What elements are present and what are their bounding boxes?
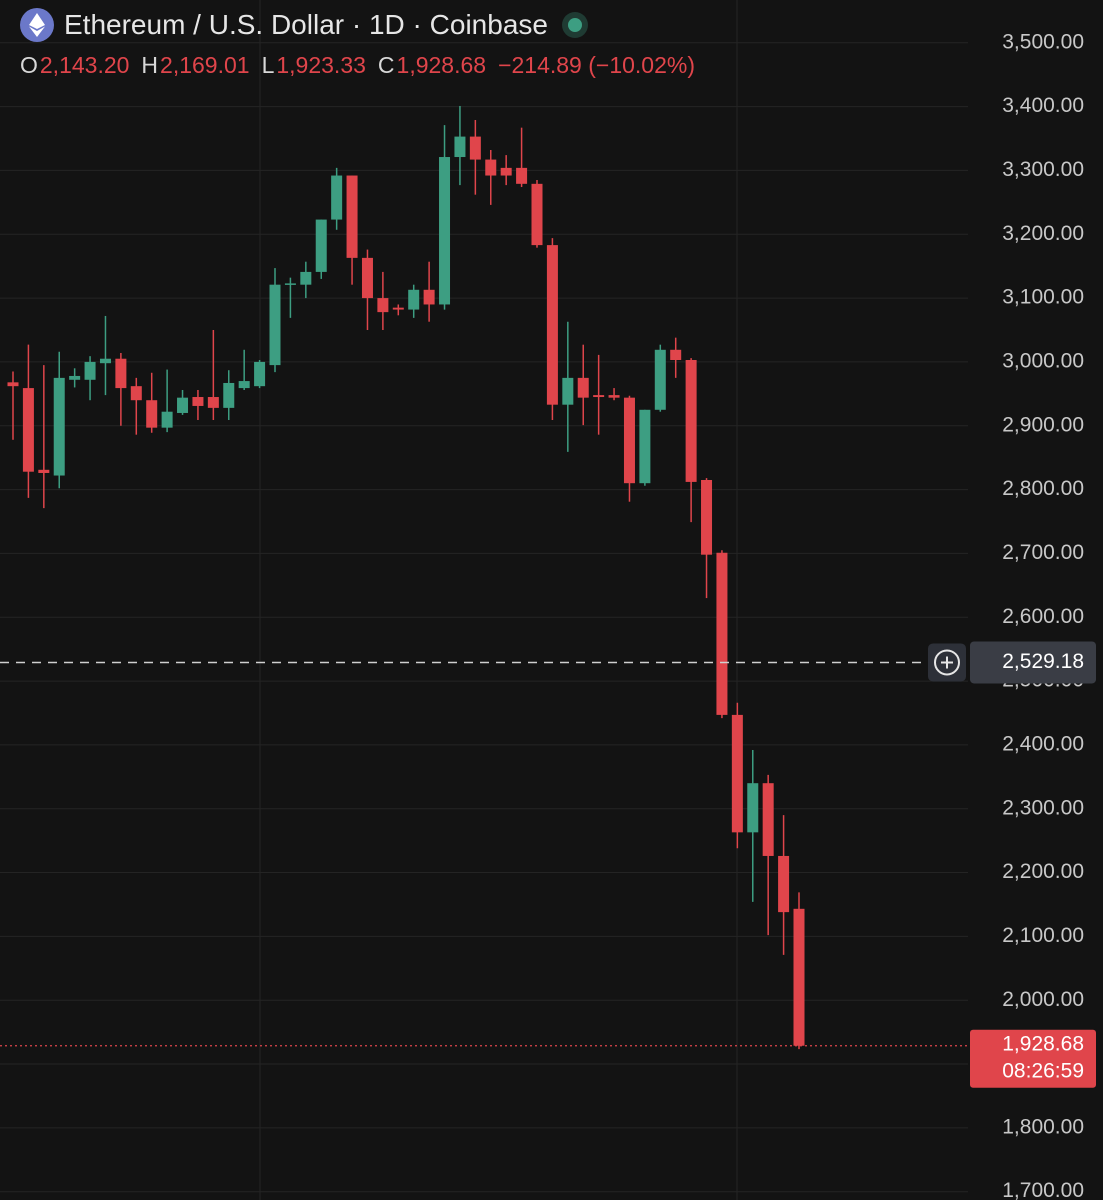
last-price-label: 1,928.68 (1002, 1032, 1084, 1055)
ohlc-label: C (377, 52, 395, 78)
candles (7, 105, 805, 1050)
y-tick-label: 2,400.00 (1002, 732, 1084, 755)
ohlc-label: H (141, 52, 159, 78)
candle-body (731, 714, 743, 833)
y-tick-label: 3,000.00 (1002, 349, 1084, 372)
candle-body (331, 175, 343, 220)
y-tick-label: 2,600.00 (1002, 605, 1084, 628)
last-price-box (970, 1029, 1096, 1088)
candle-body (531, 183, 543, 246)
candle-body (639, 409, 651, 484)
candle-body (346, 175, 358, 258)
candle-body (439, 157, 451, 305)
candle-body (546, 245, 558, 405)
candle-body (500, 167, 512, 176)
candle-body (762, 783, 774, 856)
candle-body (223, 382, 235, 408)
candle-body (99, 358, 111, 364)
candle-body (84, 361, 96, 380)
price-change: −214.89 (−10.02%) (498, 52, 695, 78)
y-tick-label: 3,200.00 (1002, 222, 1084, 245)
candle-body (115, 358, 127, 389)
y-tick-label: 1,800.00 (1002, 1115, 1084, 1138)
candle-body (22, 388, 34, 472)
candle-body (130, 386, 142, 401)
candle-body (654, 349, 666, 410)
ethereum-icon (20, 8, 54, 42)
candle-body (562, 377, 574, 405)
ohlc-label: L (261, 52, 275, 78)
candle-body (469, 136, 481, 160)
candle-body (608, 395, 620, 398)
candle-body (685, 360, 697, 482)
candle-body (38, 469, 50, 473)
candle-body (300, 271, 312, 285)
chart-title: Ethereum / U.S. Dollar · 1D · Coinbase (64, 9, 548, 40)
y-tick-label: 3,300.00 (1002, 158, 1084, 181)
y-tick-label: 3,400.00 (1002, 94, 1084, 117)
ohlc-value: 2,143.20 (39, 52, 130, 78)
candle-body (747, 783, 759, 833)
crosshair-plus-icon (941, 656, 953, 669)
y-tick-label: 2,100.00 (1002, 924, 1084, 947)
candle-body (207, 397, 219, 408)
y-tick-label: 3,500.00 (1002, 30, 1084, 53)
y-tick-label: 1,700.00 (1002, 1179, 1084, 1200)
candle-body (516, 167, 528, 184)
candle-body (392, 307, 404, 310)
ohlc-value: 1,923.33 (276, 52, 366, 78)
candle-body (377, 298, 389, 313)
y-tick-label: 2,900.00 (1002, 413, 1084, 436)
candle-body (778, 855, 790, 913)
candle-body (670, 349, 682, 360)
ohlc-legend: O 2,143.20 H 2,169.01 L 1,923.33 C 1,928.68 … (20, 52, 695, 79)
candle-body (793, 908, 805, 1046)
candle-body (269, 284, 281, 366)
candle-body (192, 397, 204, 406)
candle-body (454, 136, 466, 158)
ohlc-value: 2,169.01 (160, 52, 250, 78)
candle-body (146, 400, 158, 428)
crosshair-label-box (970, 641, 1096, 684)
overlay: 2,529.18 1,928.68 08:26:59 (0, 641, 1096, 1088)
candle-body (238, 381, 250, 389)
candle-body (315, 219, 327, 272)
candle-body (485, 159, 497, 176)
candle-body (408, 289, 420, 310)
crosshair-plus-icon (934, 649, 960, 676)
ohlc-label: O (20, 52, 38, 78)
ohlc-value: 1,928.68 (396, 52, 487, 78)
ethereum-glyph (29, 13, 45, 37)
candle-body (361, 257, 373, 299)
y-tick-label: 3,100.00 (1002, 286, 1084, 309)
candle-body (284, 283, 296, 285)
candle-body (161, 411, 173, 428)
candle-body (423, 289, 435, 305)
candle-body (593, 395, 605, 398)
candle-body (716, 552, 728, 715)
y-tick-label: 2,800.00 (1002, 477, 1084, 500)
candle-body (254, 361, 266, 387)
candle-body (7, 382, 19, 387)
countdown-label: 08:26:59 (1002, 1059, 1084, 1082)
header: Ethereum / U.S. Dollar · 1D · Coinbase (20, 8, 582, 42)
candle-body (623, 397, 635, 484)
candle-body (177, 397, 189, 413)
candle-body (577, 377, 589, 398)
candle-body (53, 377, 65, 476)
crosshair-label: 2,529.18 (1002, 650, 1084, 673)
candle-body (701, 480, 713, 555)
candle-body (69, 375, 81, 380)
y-tick-label: 2,200.00 (1002, 860, 1084, 883)
market-status-dot (567, 18, 582, 32)
y-tick-label: 2,000.00 (1002, 988, 1084, 1011)
y-tick-label: 2,700.00 (1002, 541, 1084, 564)
y-tick-label: 2,300.00 (1002, 796, 1084, 819)
